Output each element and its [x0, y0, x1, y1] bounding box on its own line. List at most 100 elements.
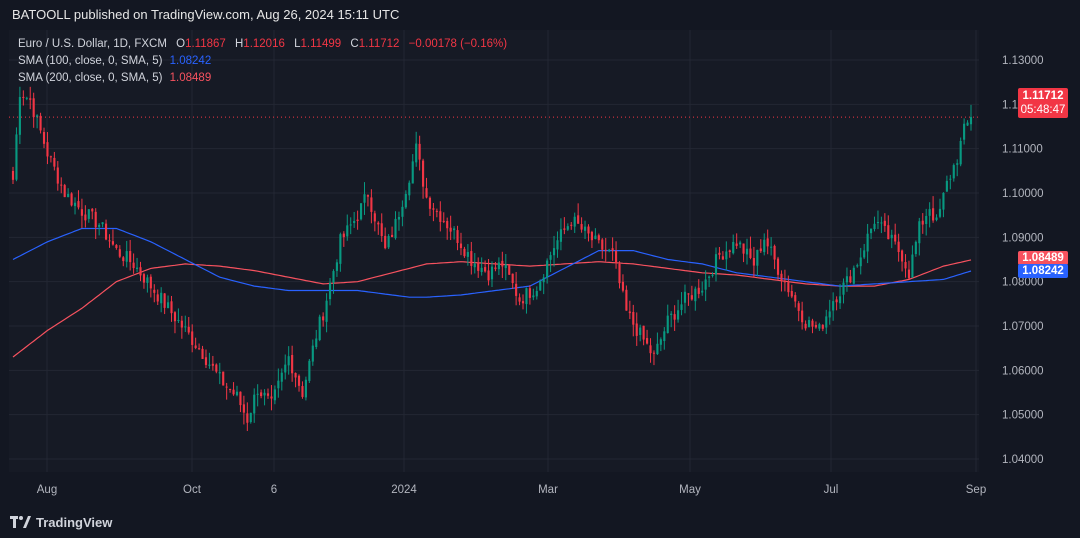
candle-body: [194, 345, 197, 349]
candle-body: [294, 372, 297, 378]
candle-body: [883, 220, 886, 226]
candle-body: [466, 252, 469, 257]
candle-body: [801, 310, 804, 323]
candle-body: [539, 281, 542, 291]
candle-body: [235, 391, 239, 396]
candle-body: [432, 208, 435, 210]
candle-body: [842, 282, 845, 295]
candle-body: [135, 267, 139, 269]
candle-body: [301, 386, 304, 397]
candle-body: [222, 371, 225, 386]
candle-body: [342, 233, 345, 238]
candle-body: [263, 392, 266, 396]
candle-body: [652, 352, 656, 354]
candle-body: [666, 315, 669, 333]
candle-body: [942, 192, 945, 210]
candle-body: [783, 281, 786, 283]
change-value: −0.00178 (−0.16%): [408, 38, 508, 50]
candle-body: [49, 156, 52, 158]
y-tick-label: 1.06000: [1002, 365, 1044, 377]
x-tick-label: 2024: [391, 484, 417, 496]
open-value: 1.11867: [185, 38, 226, 50]
candle-body: [32, 98, 35, 118]
candle-body: [456, 230, 459, 243]
candle-body: [153, 289, 156, 293]
candle-body: [311, 345, 314, 362]
candle-body: [925, 215, 928, 225]
candle-body: [370, 197, 373, 212]
candle-body: [759, 248, 762, 252]
candle-body: [590, 231, 594, 241]
candle-body: [42, 132, 46, 144]
candle-body: [811, 320, 814, 327]
candle-body: [577, 215, 580, 224]
candle-body: [677, 310, 680, 320]
candle-body: [932, 208, 935, 221]
candle-body: [821, 324, 824, 329]
candle-body: [146, 277, 149, 283]
candle-body: [921, 220, 924, 225]
candle-body: [508, 265, 511, 275]
candle-body: [776, 258, 780, 275]
y-tick-label: 1.04000: [1002, 454, 1044, 466]
candle-body: [532, 295, 535, 298]
candle-body: [84, 214, 87, 221]
candle-body: [890, 234, 893, 239]
candle-body: [387, 236, 390, 248]
candle-body: [225, 386, 228, 388]
sma100-line: [12, 227, 972, 298]
candle-body: [735, 243, 738, 246]
candle-body: [415, 143, 418, 163]
candle-body: [566, 226, 569, 230]
candle-body: [239, 391, 242, 406]
candle-body: [701, 290, 704, 293]
candle-body: [459, 243, 463, 249]
tradingview-logo-icon: [10, 516, 32, 528]
candle-body: [204, 357, 208, 365]
candle-body: [673, 314, 676, 320]
candle-body: [542, 277, 545, 283]
candle-body: [828, 311, 831, 318]
candle-body: [390, 234, 394, 238]
close-value: 1.11712: [358, 38, 400, 50]
candle-body: [721, 256, 724, 260]
legend-sma100-row[interactable]: SMA (100, close, 0, SMA, 5) 1.08242: [18, 53, 507, 70]
sma200-value: 1.08489: [169, 72, 212, 84]
candle-body: [318, 316, 321, 341]
candle-body: [73, 202, 77, 207]
candle-body: [856, 265, 859, 267]
candle-body: [359, 203, 363, 220]
tradingview-footer[interactable]: TradingView: [10, 512, 112, 532]
chart-area[interactable]: 1.130001.120001.110001.100001.090001.080…: [9, 30, 1080, 500]
tradingview-brand: TradingView: [36, 514, 113, 530]
candle-body: [525, 288, 528, 305]
candle-body: [601, 239, 604, 250]
candle-body: [211, 363, 214, 366]
candle-body: [25, 97, 28, 99]
candle-body: [332, 271, 335, 283]
candle-body: [180, 320, 183, 328]
candle-body: [956, 163, 959, 165]
legend-sma200-row[interactable]: SMA (200, close, 0, SMA, 5) 1.08489: [18, 70, 507, 87]
candle-body: [966, 122, 969, 126]
candle-body: [18, 96, 21, 135]
candle-body: [322, 316, 325, 321]
candle-body: [104, 223, 108, 240]
y-tick-label: 1.11000: [1002, 144, 1043, 156]
candle-body: [428, 197, 432, 209]
y-tick-label: 1.09000: [1002, 232, 1044, 244]
candle-body: [563, 228, 566, 230]
candle-body: [339, 234, 342, 264]
candle-body: [497, 262, 500, 270]
candle-body: [708, 276, 711, 278]
candle-body: [198, 348, 201, 350]
candle-body: [304, 379, 307, 398]
candle-body: [659, 339, 662, 345]
candle-body: [446, 221, 449, 229]
sma100-value: 1.08242: [169, 55, 212, 67]
candle-body: [277, 380, 280, 389]
x-tick-label: 6: [271, 484, 277, 496]
candle-body: [160, 292, 163, 304]
price-chart[interactable]: 1.130001.120001.110001.100001.090001.080…: [9, 30, 1080, 500]
candle-body: [797, 303, 800, 311]
